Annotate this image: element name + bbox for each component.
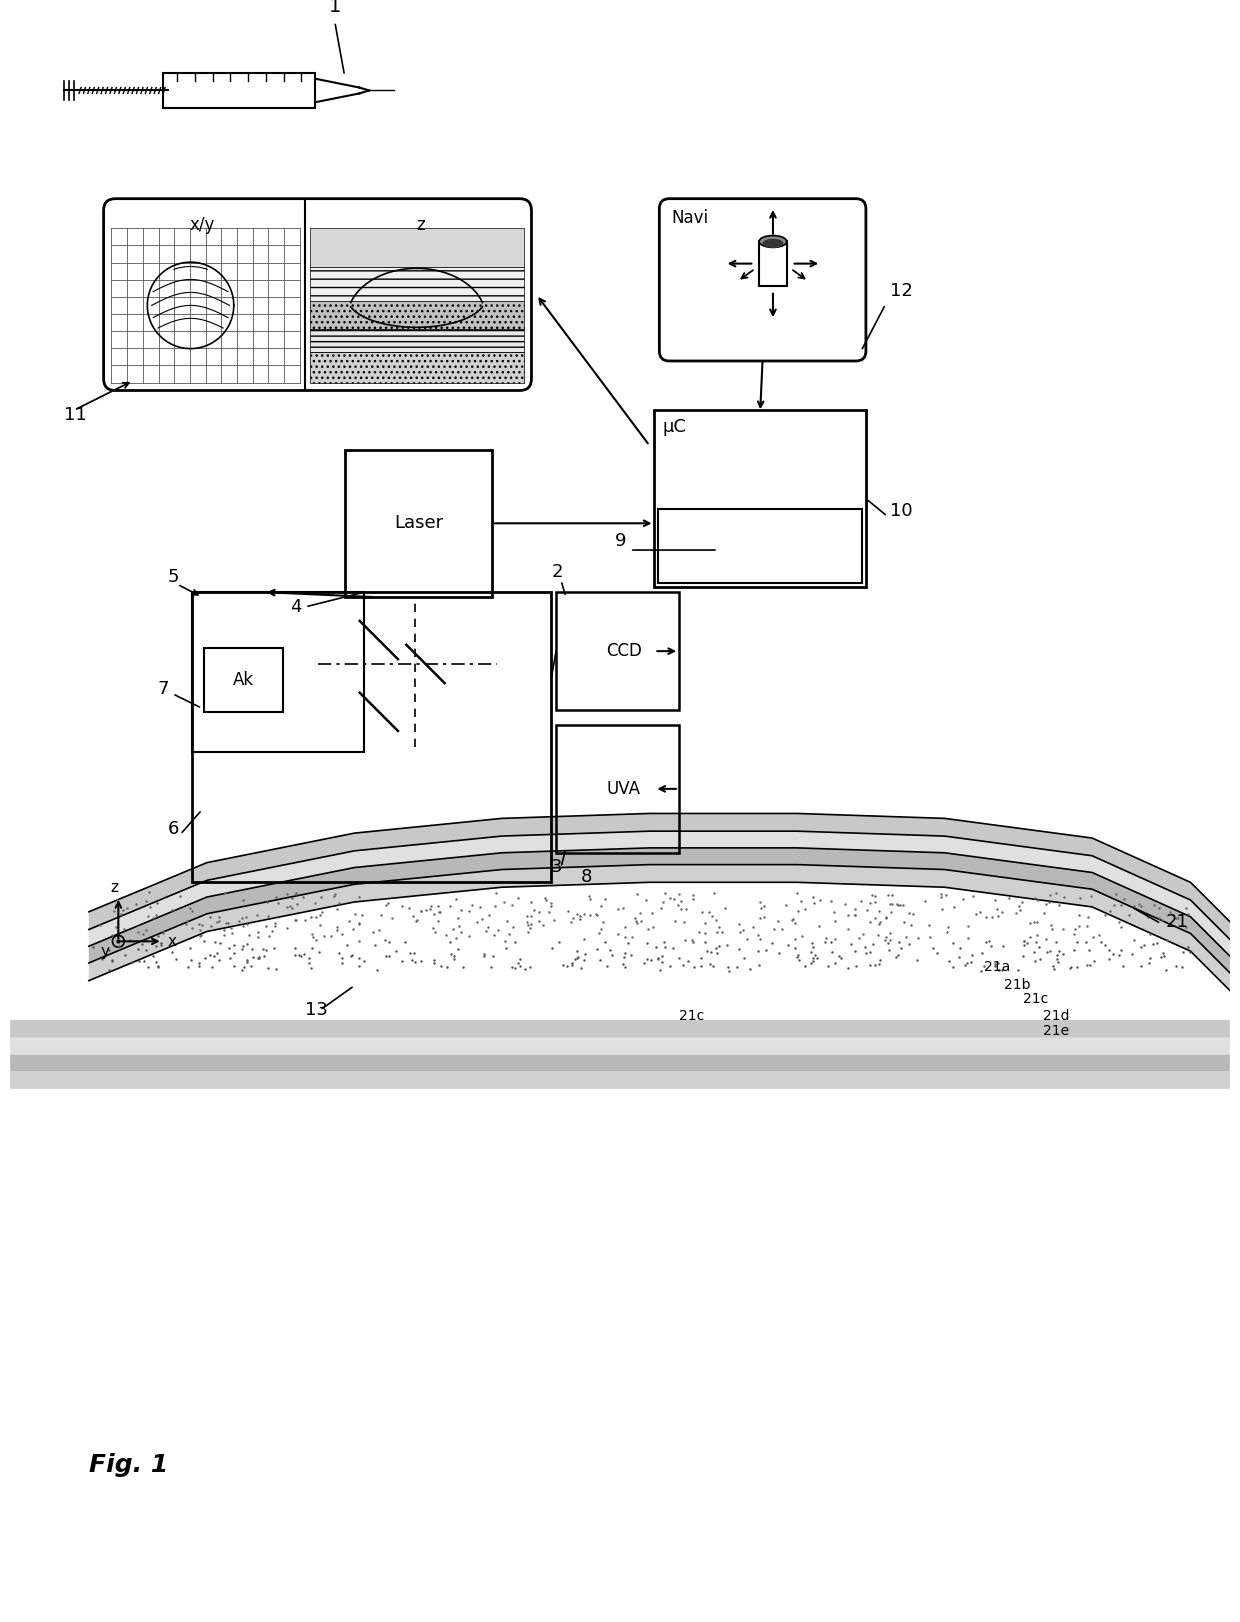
Text: 1: 1 [329, 0, 341, 16]
Text: 4: 4 [290, 599, 303, 616]
Text: 21: 21 [1166, 913, 1189, 931]
Text: 21a: 21a [985, 960, 1011, 973]
Text: 5: 5 [167, 568, 179, 586]
Bar [310, 266, 523, 300]
PathPatch shape [10, 865, 1230, 1088]
Text: 21c: 21c [680, 1009, 704, 1023]
Text: 13: 13 [305, 1001, 329, 1019]
Text: UVA: UVA [606, 780, 641, 798]
PathPatch shape [10, 814, 1230, 1038]
Bar [345, 449, 492, 597]
Bar [655, 410, 866, 587]
Bar [310, 229, 523, 266]
Text: 21e: 21e [1043, 1023, 1069, 1038]
Text: 21d: 21d [1043, 1009, 1069, 1023]
Text: 6: 6 [167, 821, 179, 839]
Text: Ak: Ak [233, 672, 254, 689]
Bar [192, 592, 365, 751]
Text: 2: 2 [551, 563, 563, 581]
Text: z: z [110, 881, 119, 895]
Text: μC: μC [662, 418, 686, 436]
Text: 8: 8 [580, 868, 591, 886]
Text: 7: 7 [157, 680, 169, 697]
Bar [310, 300, 523, 329]
Text: 9: 9 [615, 532, 626, 550]
Bar [310, 352, 523, 383]
Text: 21c: 21c [1023, 993, 1049, 1006]
Text: 11: 11 [64, 406, 87, 423]
Ellipse shape [759, 235, 786, 248]
Bar [310, 329, 523, 352]
Text: 12: 12 [890, 282, 914, 300]
Bar [556, 725, 680, 853]
PathPatch shape [10, 848, 1230, 1071]
Bar [203, 647, 283, 712]
Text: Navi: Navi [671, 209, 708, 227]
Text: CCD: CCD [606, 642, 641, 660]
Bar [162, 73, 315, 109]
Text: x: x [167, 934, 176, 949]
Bar [759, 242, 786, 285]
Text: 3: 3 [551, 858, 563, 876]
Bar [556, 592, 680, 710]
Text: z: z [415, 216, 424, 235]
Bar [658, 509, 862, 584]
PathPatch shape [10, 830, 1230, 1054]
Text: x/y: x/y [190, 216, 215, 235]
Text: 21b: 21b [1003, 978, 1030, 991]
Ellipse shape [764, 240, 782, 248]
Text: Laser: Laser [394, 514, 443, 532]
Text: 10: 10 [890, 503, 913, 521]
Bar [192, 592, 551, 882]
Text: y: y [100, 944, 109, 959]
Text: Fig. 1: Fig. 1 [89, 1453, 169, 1478]
